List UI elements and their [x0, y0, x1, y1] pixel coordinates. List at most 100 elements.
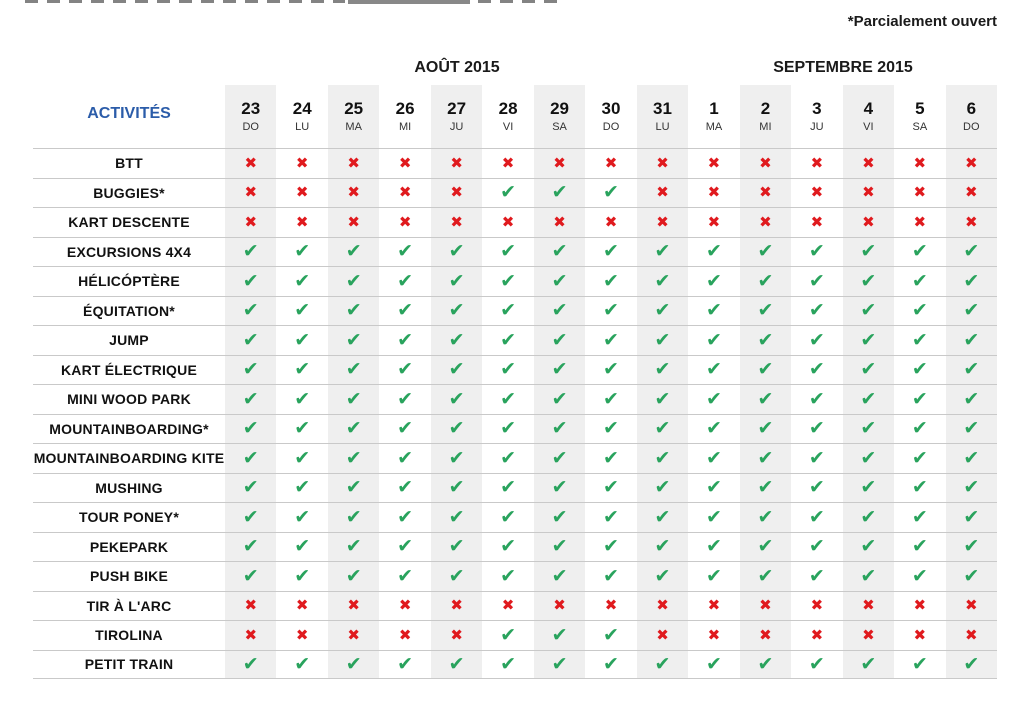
availability-cell: ✖: [225, 621, 277, 650]
check-icon: ✔: [242, 269, 259, 292]
availability-cell: ✔: [276, 474, 327, 503]
day-number: 27: [447, 99, 467, 118]
check-icon: ✔: [397, 328, 414, 351]
availability-cell: ✔: [791, 651, 842, 679]
availability-cell: ✖: [894, 208, 945, 237]
cross-icon: ✖: [398, 596, 412, 615]
weekday-abbr: JU: [449, 121, 464, 133]
check-icon: ✔: [860, 652, 877, 675]
check-icon: ✔: [963, 564, 980, 587]
availability-cell: ✔: [636, 326, 689, 355]
cross-icon: ✖: [553, 596, 566, 615]
check-icon: ✔: [911, 476, 928, 499]
check-icon: ✔: [860, 269, 877, 292]
check-icon: ✔: [345, 476, 362, 499]
availability-cell: ✔: [791, 385, 842, 414]
availability-cell: ✔: [276, 238, 327, 267]
availability-cell: ✔: [379, 356, 430, 385]
availability-cell: ✖: [276, 621, 327, 650]
cross-icon: ✖: [398, 183, 412, 202]
availability-cell: ✔: [585, 385, 636, 414]
check-icon: ✔: [551, 623, 568, 646]
check-icon: ✔: [705, 564, 722, 587]
check-icon: ✔: [448, 269, 465, 292]
cross-icon: ✖: [707, 183, 721, 202]
day-number: 25: [344, 99, 364, 118]
check-icon: ✔: [911, 269, 928, 292]
availability-cell: ✔: [482, 238, 533, 267]
availability-cell: ✖: [842, 591, 895, 620]
availability-cell: ✔: [276, 533, 327, 562]
availability-cell: ✔: [225, 237, 277, 266]
weekday-abbr: LU: [295, 121, 310, 133]
check-icon: ✔: [294, 535, 311, 558]
activity-name: PUSH BIKE: [89, 568, 169, 585]
check-icon: ✔: [911, 535, 928, 558]
cross-icon: ✖: [244, 183, 258, 202]
day-column-header: 28 VI: [482, 85, 533, 148]
availability-cell: ✔: [688, 474, 739, 503]
availability-cell: ✔: [482, 651, 533, 679]
cross-icon: ✖: [759, 153, 772, 172]
weekday-abbr: MA: [705, 121, 723, 133]
availability-cell: ✔: [327, 296, 380, 325]
availability-cell: ✔: [688, 385, 739, 414]
availability-cell: ✔: [379, 326, 430, 355]
activity-row: TIROLINA ✖ ✖ ✖ ✖ ✖ ✔ ✔ ✔ ✖ ✖ ✖ ✖ ✖ ✖ ✖: [33, 620, 998, 650]
availability-cell: ✔: [842, 503, 895, 532]
availability-cell: ✔: [791, 267, 842, 296]
availability-cell: ✔: [739, 296, 792, 325]
cross-icon: ✖: [913, 183, 927, 202]
availability-cell: ✔: [585, 267, 636, 296]
availability-cell: ✖: [739, 591, 792, 620]
availability-cell: ✔: [225, 267, 277, 296]
activity-name: MINI WOOD PARK: [67, 391, 191, 408]
cross-icon: ✖: [862, 212, 875, 231]
cross-icon: ✖: [450, 625, 463, 644]
cross-icon: ✖: [913, 625, 927, 644]
availability-cell: ✖: [276, 179, 327, 208]
availability-cell: ✔: [842, 296, 895, 325]
check-icon: ✔: [242, 358, 259, 381]
check-icon: ✔: [654, 564, 671, 587]
availability-cell: ✖: [482, 149, 533, 178]
weekday-abbr: DO: [242, 121, 259, 133]
check-icon: ✔: [808, 417, 825, 440]
month-header-septembre: SEPTEMBRE 2015: [773, 59, 913, 76]
availability-cell: ✖: [688, 592, 739, 621]
availability-cell: ✖: [636, 591, 689, 620]
availability-cell: ✔: [842, 650, 895, 678]
availability-cell: ✔: [945, 237, 998, 266]
cross-icon: ✖: [965, 596, 978, 615]
check-icon: ✔: [860, 535, 877, 558]
availability-cell: ✔: [225, 562, 277, 591]
availability-cell: ✖: [688, 621, 739, 650]
availability-cell: ✔: [739, 562, 792, 591]
availability-cell: ✖: [585, 208, 636, 237]
check-icon: ✔: [345, 299, 362, 322]
cropped-text-artifact: [348, 0, 470, 4]
availability-cell: ✔: [894, 326, 945, 355]
availability-cell: ✔: [842, 326, 895, 355]
check-icon: ✔: [500, 417, 517, 440]
check-icon: ✔: [551, 535, 568, 558]
check-icon: ✔: [397, 417, 414, 440]
activity-name: TIROLINA: [95, 627, 163, 644]
weekday-abbr: MI: [399, 121, 412, 133]
availability-cell: ✔: [533, 532, 586, 561]
check-icon: ✔: [500, 505, 517, 528]
cross-icon: ✖: [810, 212, 824, 231]
availability-cell: ✖: [945, 208, 998, 237]
check-icon: ✔: [603, 652, 619, 675]
availability-cell: ✔: [894, 474, 945, 503]
check-icon: ✔: [603, 328, 619, 351]
day-column-header: 31 LU: [636, 85, 689, 148]
activity-row: TIR À L'ARC ✖ ✖ ✖ ✖ ✖ ✖ ✖ ✖ ✖ ✖ ✖ ✖ ✖ ✖ ✖: [33, 590, 998, 621]
availability-cell: ✖: [842, 208, 895, 237]
availability-cell: ✔: [585, 356, 636, 385]
availability-cell: ✔: [842, 562, 895, 591]
availability-cell: ✔: [636, 385, 689, 414]
availability-cell: ✖: [327, 208, 380, 237]
check-icon: ✔: [397, 446, 414, 469]
availability-cell: ✔: [945, 385, 998, 414]
